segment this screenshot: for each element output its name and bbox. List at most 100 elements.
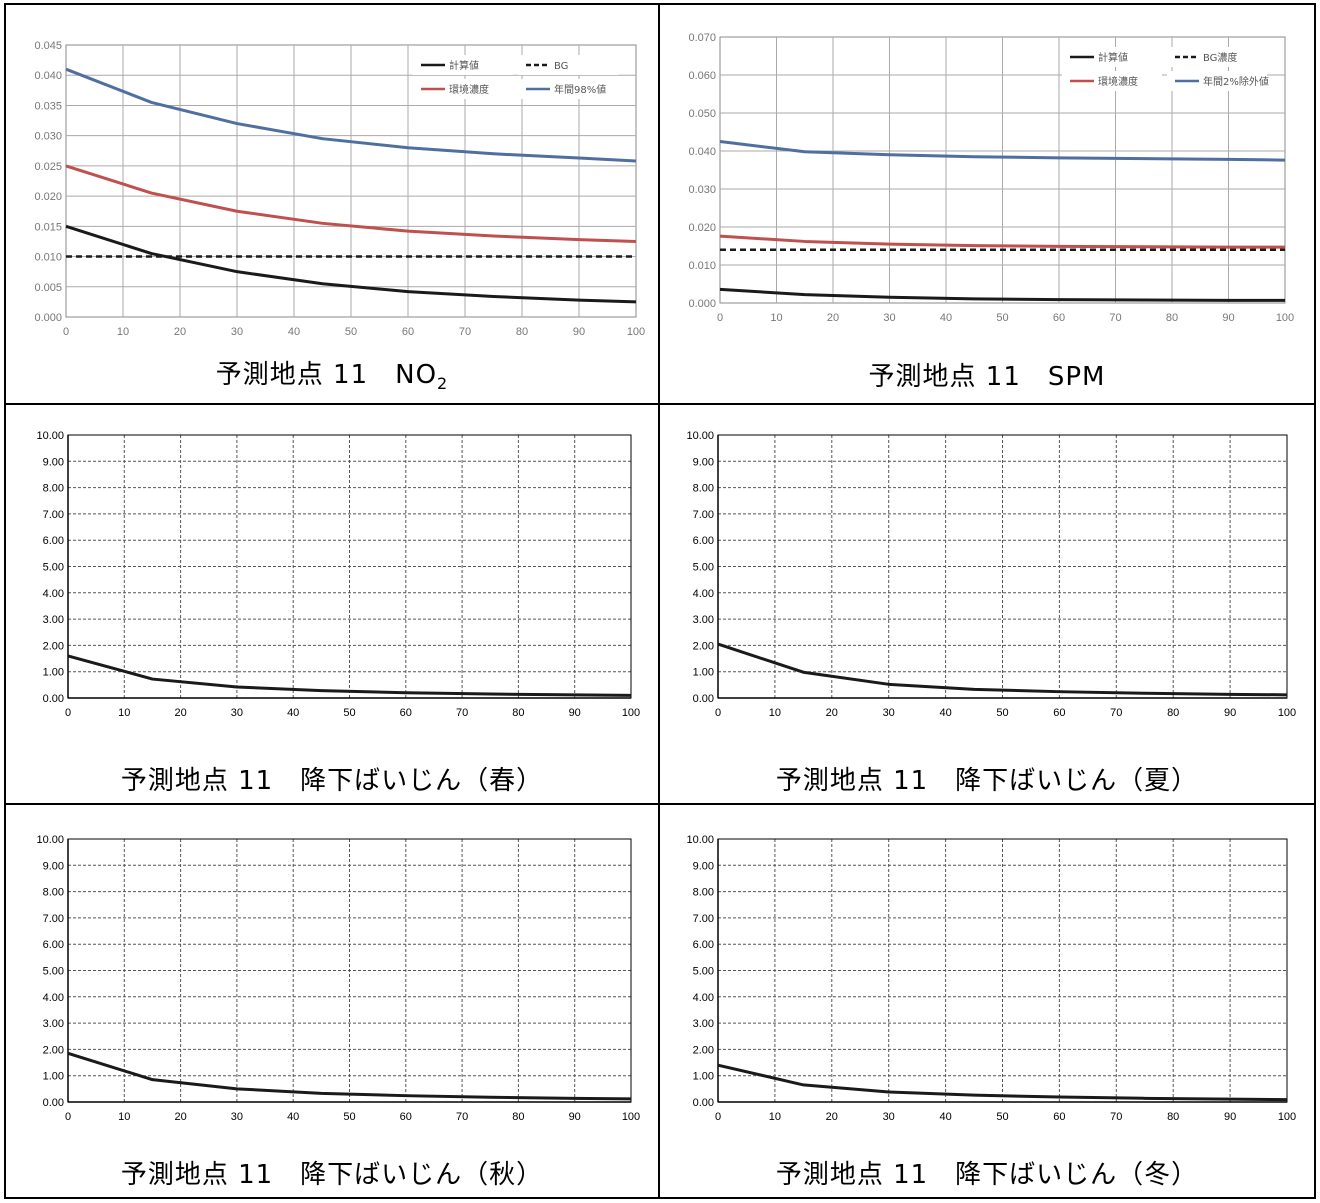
x-tick-label: 100 bbox=[1276, 312, 1294, 324]
x-tick-label: 30 bbox=[231, 707, 243, 719]
legend-label: 環境濃度 bbox=[1098, 75, 1138, 88]
legend-label: 計算値 bbox=[449, 59, 479, 72]
y-tick-label: 0.045 bbox=[34, 40, 62, 52]
y-tick-label: 0.030 bbox=[34, 131, 62, 143]
legend-label: 年間98%値 bbox=[554, 83, 606, 96]
series-line-2 bbox=[719, 234, 1285, 249]
y-tick-label: 10.00 bbox=[36, 834, 64, 846]
x-tick-label: 10 bbox=[769, 707, 781, 719]
x-tick-label: 50 bbox=[996, 707, 1008, 719]
series-line-0 bbox=[67, 654, 632, 697]
y-tick-label: 0.015 bbox=[34, 221, 62, 233]
plot-area: 0.00 1.00 2.00 3.00 4.00 5.00 6.00 7.00 8.00 9.00… bbox=[36, 430, 640, 719]
y-tick-label: 2.00 bbox=[693, 640, 714, 652]
x-tick-label: 80 bbox=[512, 1111, 524, 1123]
y-tick-label: 4.00 bbox=[693, 992, 714, 1004]
chart-dust-spring: 0.00 1.00 2.00 3.00 4.00 5.00 6.00 7.00 8.00 9.00… bbox=[36, 430, 640, 719]
y-tick-label: 2.00 bbox=[43, 640, 64, 652]
x-tick-label: 60 bbox=[402, 326, 414, 338]
y-tick-label: 6.00 bbox=[43, 939, 64, 951]
series-line-3 bbox=[65, 67, 637, 163]
x-tick-label: 60 bbox=[400, 1111, 412, 1123]
x-tick-label: 70 bbox=[456, 1111, 468, 1123]
chart-dust-winter: 0.00 1.00 2.00 3.00 4.00 5.00 6.00 7.00 8.00 9.00… bbox=[686, 834, 1296, 1123]
x-tick-label: 80 bbox=[512, 707, 524, 719]
y-tick-label: 1.00 bbox=[693, 1071, 714, 1083]
y-tick-label: 3.00 bbox=[693, 1018, 714, 1030]
x-tick-label: 50 bbox=[996, 312, 1008, 324]
x-tick-label: 30 bbox=[883, 707, 895, 719]
x-tick-label: 70 bbox=[1109, 312, 1121, 324]
plot-border bbox=[67, 838, 632, 1103]
x-tick-label: 40 bbox=[288, 326, 300, 338]
y-tick-label: 0.000 bbox=[34, 312, 62, 324]
y-tick-label: 6.00 bbox=[693, 939, 714, 951]
figure-grid: 0.000 0.005 0.010 0.015 0.020 0.025 0.030 0.035… bbox=[4, 3, 1316, 1199]
y-tick-label: 1.00 bbox=[43, 1071, 64, 1083]
y-tick-label: 2.00 bbox=[43, 1044, 64, 1056]
y-tick-label: 7.00 bbox=[693, 509, 714, 521]
legend-label: 環境濃度 bbox=[449, 83, 489, 96]
plot-border bbox=[717, 434, 1288, 699]
x-tick-label: 50 bbox=[345, 326, 357, 338]
x-tick-label: 30 bbox=[883, 1111, 895, 1123]
x-tick-label: 10 bbox=[769, 1111, 781, 1123]
y-tick-label: 4.00 bbox=[693, 588, 714, 600]
x-tick-label: 10 bbox=[118, 1111, 130, 1123]
x-tick-label: 60 bbox=[400, 707, 412, 719]
caption-dust-spring: 予測地点 11 降下ばいじん（春） bbox=[120, 766, 544, 796]
y-tick-label: 0.010 bbox=[34, 252, 62, 264]
x-tick-label: 0 bbox=[717, 312, 723, 324]
legend-label: BG bbox=[554, 61, 568, 72]
y-tick-label: 0.00 bbox=[693, 693, 714, 705]
y-tick-label: 0.010 bbox=[688, 260, 716, 272]
x-tick-label: 0 bbox=[65, 1111, 71, 1123]
x-tick-label: 40 bbox=[940, 312, 952, 324]
x-tick-label: 20 bbox=[174, 707, 186, 719]
x-tick-label: 20 bbox=[174, 326, 186, 338]
x-tick-label: 60 bbox=[1053, 312, 1065, 324]
panel-dust-autumn: 0.00 1.00 2.00 3.00 4.00 5.00 6.00 7.00 8.00 9.00… bbox=[6, 805, 660, 1197]
y-tick-label: 0.00 bbox=[693, 1097, 714, 1109]
y-tick-label: 9.00 bbox=[43, 456, 64, 468]
y-tick-label: 5.00 bbox=[43, 966, 64, 978]
x-tick-label: 70 bbox=[456, 707, 468, 719]
x-tick-label: 80 bbox=[1167, 707, 1179, 719]
x-tick-label: 10 bbox=[770, 312, 782, 324]
y-tick-label: 3.00 bbox=[43, 614, 64, 626]
caption-dust-winter: 予測地点 11 降下ばいじん（冬） bbox=[775, 1160, 1199, 1190]
y-tick-label: 0.030 bbox=[688, 184, 716, 196]
y-tick-label: 9.00 bbox=[693, 456, 714, 468]
panel-dust-winter: 0.00 1.00 2.00 3.00 4.00 5.00 6.00 7.00 8.00 9.00… bbox=[660, 805, 1314, 1197]
legend-bg bbox=[413, 79, 513, 99]
y-tick-label: 7.00 bbox=[43, 509, 64, 521]
series-line-0 bbox=[719, 287, 1285, 302]
x-tick-label: 100 bbox=[622, 1111, 640, 1123]
x-tick-label: 10 bbox=[117, 326, 129, 338]
x-tick-label: 20 bbox=[826, 707, 838, 719]
x-tick-label: 40 bbox=[939, 707, 951, 719]
y-tick-label: 5.00 bbox=[693, 562, 714, 574]
series-line-0 bbox=[67, 1051, 632, 1101]
plot-area: 0.00 1.00 2.00 3.00 4.00 5.00 6.00 7.00 8.00 9.00… bbox=[36, 834, 640, 1123]
x-tick-label: 30 bbox=[231, 326, 243, 338]
y-tick-label: 0.070 bbox=[688, 32, 716, 44]
y-tick-label: 0.005 bbox=[34, 282, 62, 294]
x-tick-label: 0 bbox=[65, 707, 71, 719]
y-tick-label: 0.00 bbox=[43, 1097, 64, 1109]
y-tick-label: 4.00 bbox=[43, 588, 64, 600]
x-tick-label: 30 bbox=[883, 312, 895, 324]
legend-label: 年間2%除外値 bbox=[1203, 75, 1269, 88]
x-tick-label: 0 bbox=[715, 707, 721, 719]
x-tick-label: 40 bbox=[939, 1111, 951, 1123]
x-tick-label: 30 bbox=[231, 1111, 243, 1123]
y-tick-label: 0.040 bbox=[688, 146, 716, 158]
legend-bg bbox=[1167, 47, 1267, 67]
x-tick-label: 10 bbox=[118, 707, 130, 719]
y-tick-label: 0.050 bbox=[688, 108, 716, 120]
legend-bg bbox=[1062, 47, 1162, 67]
y-tick-label: 8.00 bbox=[43, 887, 64, 899]
panel-no2: 0.000 0.005 0.010 0.015 0.020 0.025 0.030 0.035… bbox=[6, 5, 660, 405]
y-tick-label: 0.060 bbox=[688, 70, 716, 82]
